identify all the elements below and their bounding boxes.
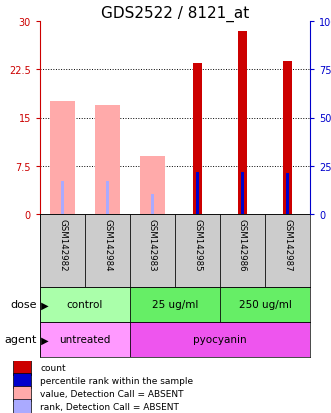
Text: rank, Detection Call = ABSENT: rank, Detection Call = ABSENT xyxy=(40,402,179,411)
Bar xyxy=(140,157,165,214)
Bar xyxy=(220,287,310,322)
Bar xyxy=(193,64,202,214)
Bar xyxy=(13,361,30,375)
Bar xyxy=(40,214,85,287)
Bar xyxy=(241,172,244,214)
Bar xyxy=(95,105,120,214)
Text: GSM142984: GSM142984 xyxy=(103,218,112,271)
Bar xyxy=(13,386,30,401)
Text: GSM142986: GSM142986 xyxy=(238,218,247,271)
Text: agent: agent xyxy=(4,335,37,345)
Bar xyxy=(286,174,289,214)
Text: pyocyanin: pyocyanin xyxy=(193,335,247,345)
Text: ▶: ▶ xyxy=(38,335,49,345)
Text: count: count xyxy=(40,363,66,372)
Bar xyxy=(196,172,199,214)
Bar xyxy=(13,399,30,413)
Bar xyxy=(50,102,75,214)
Bar xyxy=(283,62,292,214)
Text: untreated: untreated xyxy=(59,335,111,345)
Bar xyxy=(151,194,154,214)
Text: percentile rank within the sample: percentile rank within the sample xyxy=(40,376,193,385)
Text: GSM142983: GSM142983 xyxy=(148,218,157,271)
Text: GSM142982: GSM142982 xyxy=(58,218,67,271)
Bar xyxy=(40,322,130,357)
Title: GDS2522 / 8121_at: GDS2522 / 8121_at xyxy=(101,6,249,22)
Bar xyxy=(106,182,109,214)
Text: ▶: ▶ xyxy=(38,300,49,310)
Bar xyxy=(40,287,130,322)
Bar xyxy=(130,214,175,287)
Text: 25 ug/ml: 25 ug/ml xyxy=(152,300,198,310)
Text: GSM142985: GSM142985 xyxy=(193,218,202,271)
Bar xyxy=(238,31,247,214)
Text: control: control xyxy=(67,300,103,310)
Bar xyxy=(13,373,30,388)
Bar xyxy=(175,214,220,287)
Text: 250 ug/ml: 250 ug/ml xyxy=(239,300,291,310)
Bar xyxy=(61,182,64,214)
Bar xyxy=(130,287,220,322)
Bar xyxy=(130,322,310,357)
Text: dose: dose xyxy=(10,300,37,310)
Bar xyxy=(85,214,130,287)
Bar xyxy=(220,214,265,287)
Bar xyxy=(265,214,310,287)
Text: value, Detection Call = ABSENT: value, Detection Call = ABSENT xyxy=(40,389,183,398)
Text: GSM142987: GSM142987 xyxy=(283,218,292,271)
